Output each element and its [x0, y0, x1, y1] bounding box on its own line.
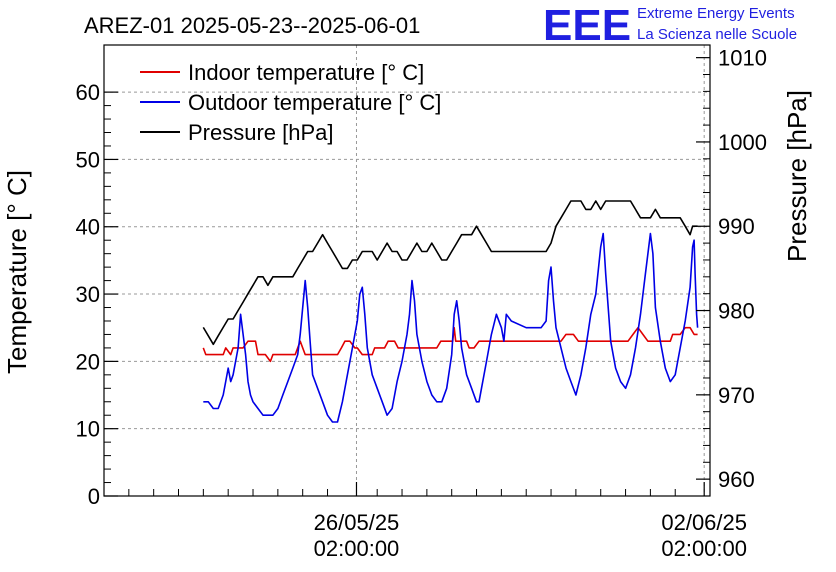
chart-title: AREZ-01 2025-05-23--2025-06-01	[84, 13, 420, 38]
series-layer	[202, 200, 699, 423]
y-right-tick-label: 970	[718, 383, 755, 408]
y-left-tick-label: 0	[88, 484, 100, 509]
y-right-tick-label: 990	[718, 214, 755, 239]
series-line-outdoor	[203, 232, 699, 423]
grid	[104, 45, 710, 496]
logo-mark: EEE	[543, 1, 631, 50]
x-tick-label-date: 02/06/25	[661, 510, 747, 535]
axes: 0 10 20 30 40 50 60 960 970 980 990 1000 1010 26/05/2…	[76, 46, 767, 561]
series-line-pressure	[202, 200, 698, 346]
legend-label-pressure: Pressure [hPa]	[188, 120, 334, 145]
y-axis-left-title: Temperature [° C]	[2, 170, 32, 374]
plot-frame	[103, 44, 711, 497]
x-tick-label-time: 02:00:00	[661, 536, 747, 561]
x-tick-label-time: 02:00:00	[314, 536, 400, 561]
legend: Indoor temperature [° C] Outdoor temperat…	[140, 60, 441, 145]
logo-line1: Extreme Energy Events	[637, 5, 795, 22]
y-right-tick-label: 1000	[718, 130, 767, 155]
x-tick-label-date: 26/05/25	[314, 510, 400, 535]
y-left-tick-label: 30	[76, 282, 100, 307]
y-axis-right-title: Pressure [hPa]	[782, 90, 812, 262]
y-left-tick-label: 40	[76, 215, 100, 240]
eee-logo: EEE Extreme Energy Events La Scienza nel…	[543, 1, 797, 50]
legend-label-indoor: Indoor temperature [° C]	[188, 60, 424, 85]
y-left-tick-label: 20	[76, 349, 100, 374]
y-left-tick-label: 10	[76, 417, 100, 442]
legend-label-outdoor: Outdoor temperature [° C]	[188, 90, 441, 115]
y-left-tick-label: 50	[76, 147, 100, 172]
y-right-tick-label: 980	[718, 299, 755, 324]
logo-line2: La Scienza nelle Scuole	[637, 26, 797, 43]
y-right-tick-label: 960	[718, 467, 755, 492]
y-right-tick-label: 1010	[718, 46, 767, 71]
y-left-tick-label: 60	[76, 80, 100, 105]
series-line-indoor	[202, 326, 698, 363]
